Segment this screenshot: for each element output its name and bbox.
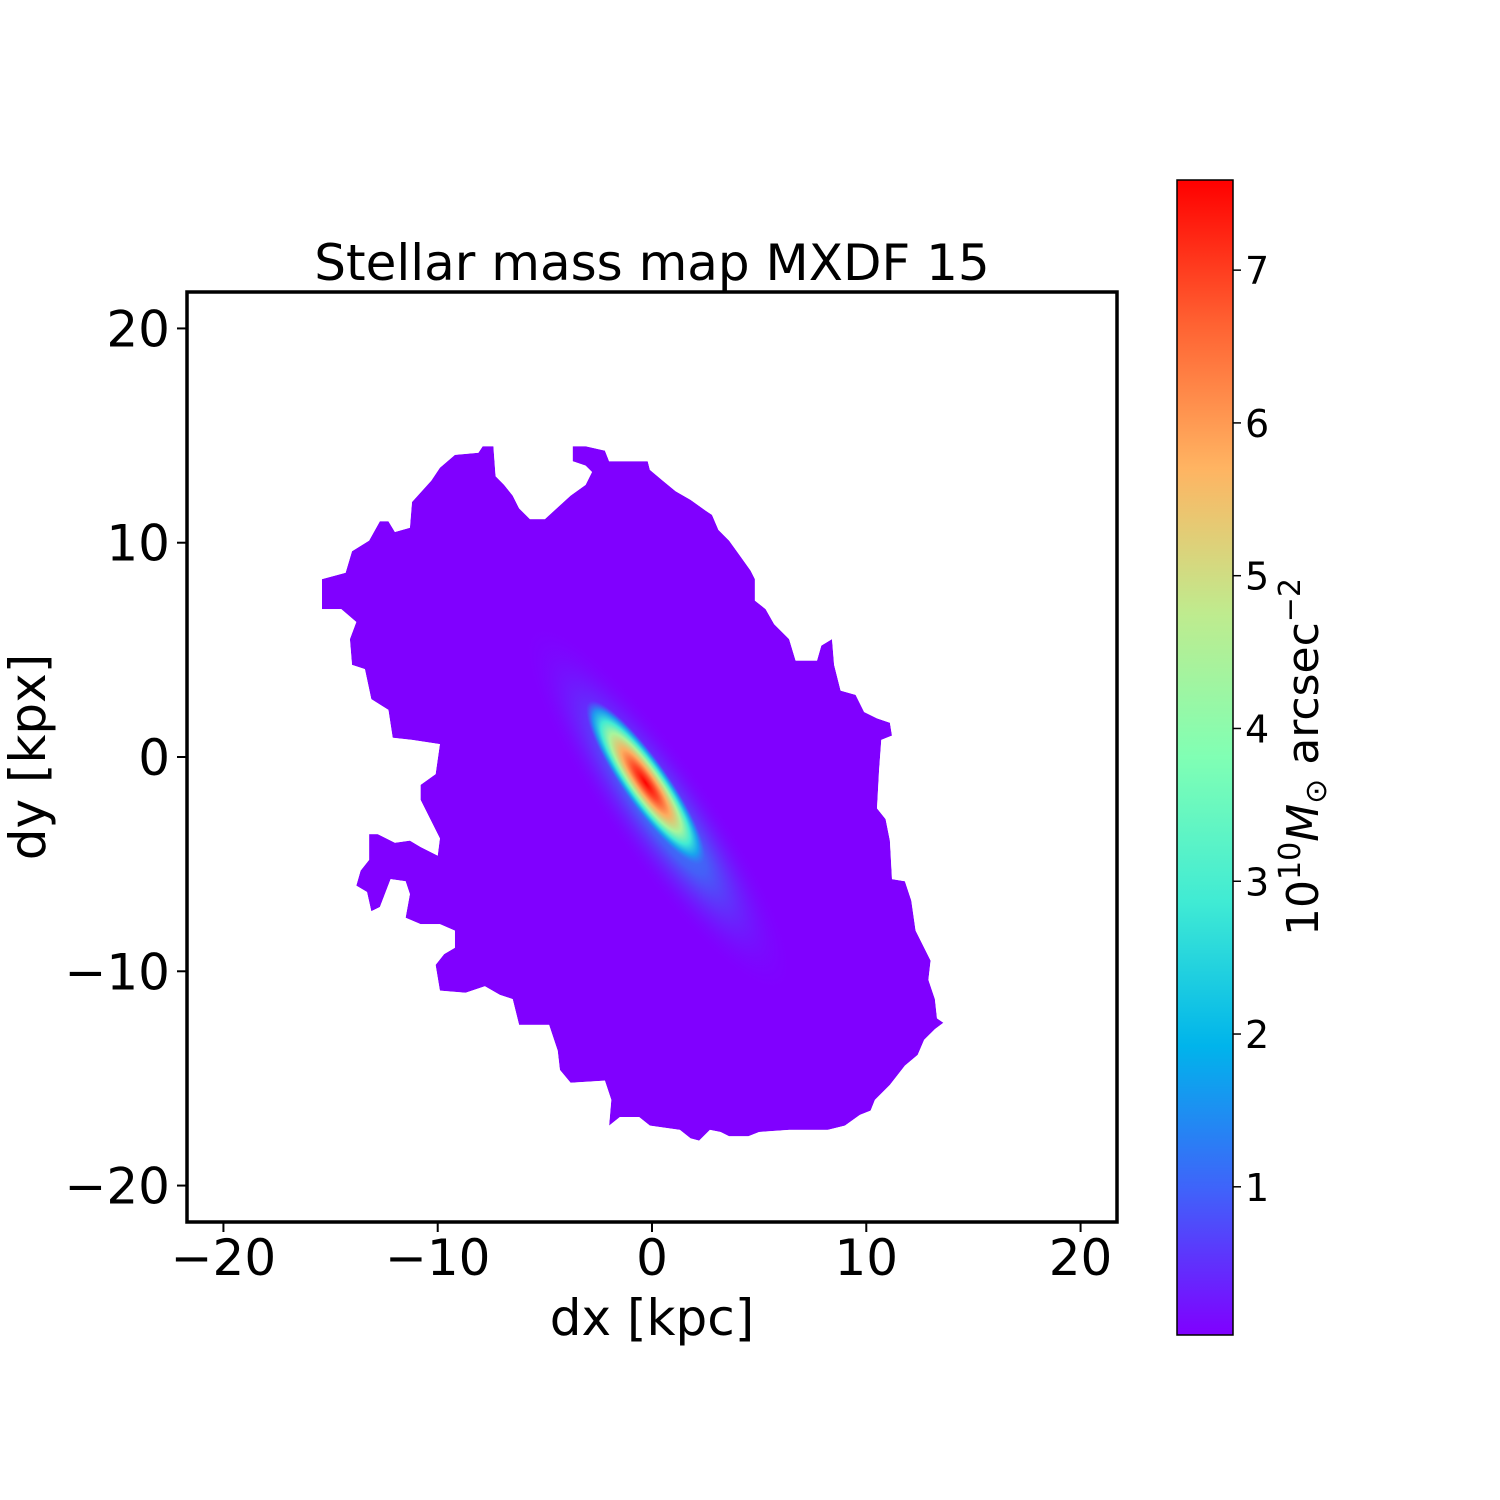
y-axis: −20 −10 0 10 20 xyxy=(64,300,187,1216)
x-axis-label: dx [kpc] xyxy=(550,1289,754,1347)
y-tick-label: −20 xyxy=(64,1158,170,1216)
colorbar-label-rest-exp: −2 xyxy=(1273,578,1308,622)
x-tick-label: 0 xyxy=(636,1229,668,1287)
colorbar-tick-label: 2 xyxy=(1245,1013,1269,1057)
colorbar-ticks: 1 2 3 4 5 6 7 xyxy=(1233,249,1269,1210)
x-tick-label: 20 xyxy=(1049,1229,1113,1287)
colorbar xyxy=(1176,179,1234,1336)
x-tick-label: 10 xyxy=(834,1229,898,1287)
colorbar-tick-label: 5 xyxy=(1245,555,1269,599)
colorbar-label-exp: 10 xyxy=(1273,842,1308,880)
y-tick-label: 0 xyxy=(138,729,170,787)
colorbar-tick-label: 1 xyxy=(1245,1166,1269,1210)
colorbar-label-sun: ⊙ xyxy=(1299,779,1334,804)
chart-title: Stellar mass map MXDF 15 xyxy=(314,234,989,292)
colorbar-tick-label: 7 xyxy=(1245,249,1269,293)
y-tick-label: 10 xyxy=(106,515,170,573)
y-tick-label: −10 xyxy=(64,943,170,1001)
x-tick-label: −20 xyxy=(171,1229,277,1287)
x-tick-label: −10 xyxy=(385,1229,491,1287)
colorbar-label: 1010M⊙ arcsec−2 xyxy=(1273,578,1334,936)
colorbar-tick-label: 3 xyxy=(1245,860,1269,904)
x-axis: −20 −10 0 10 20 xyxy=(171,1222,1113,1287)
colorbar-tick-label: 4 xyxy=(1245,707,1269,751)
galaxy-map xyxy=(322,446,944,1141)
colorbar-label-rest: arcsec xyxy=(1278,622,1329,778)
y-axis-label: dy [kpx] xyxy=(0,654,57,861)
colorbar-label-unit: M xyxy=(1278,804,1329,842)
galaxy-core xyxy=(586,700,706,865)
colorbar-label-base: 10 xyxy=(1278,880,1329,936)
y-tick-label: 20 xyxy=(106,300,170,358)
colorbar-tick-label: 6 xyxy=(1245,402,1269,446)
